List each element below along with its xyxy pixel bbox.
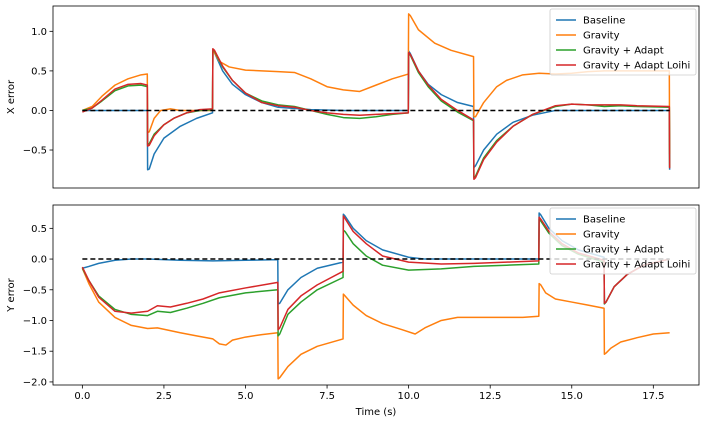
x-tick-label: 12.5 [479, 391, 501, 402]
axes-frame [52, 5, 700, 189]
y-tick-label: 1.0 [31, 27, 47, 38]
legend-entry: Gravity [583, 31, 620, 42]
legend: Baseline Gravity Gravity + Adapt Gravity + … [549, 8, 697, 76]
y-axis-label: X error [6, 79, 17, 114]
series-line-gravity [81, 267, 670, 380]
legend-box [549, 8, 697, 76]
x-tick-label: 2.5 [156, 391, 172, 402]
y-tick-label: −1.0 [23, 316, 47, 327]
legend-box [549, 207, 697, 275]
legend-entry: Gravity + Adapt Loihi [583, 260, 690, 271]
x-tick-label: 0.0 [74, 391, 90, 402]
series-line-baseline [82, 50, 671, 171]
y-tick-label: −1.5 [23, 347, 47, 358]
x-tick-label: 15.0 [561, 391, 583, 402]
legend-entry: Gravity + Adapt Loihi [583, 61, 690, 72]
x-tick-label: 5.0 [238, 391, 254, 402]
y-tick-label: 0.0 [31, 255, 47, 266]
x-axis-label: Time (s) [355, 407, 397, 418]
legend: Baseline Gravity Gravity + Adapt Gravity + … [549, 207, 697, 275]
y-tick-label: −0.5 [23, 285, 47, 296]
y-tick-label: 0.5 [31, 66, 47, 77]
y-tick-label: −0.5 [23, 146, 47, 157]
chart-panel-2: −2.0 −1.5 −1.0 −0.5 0.0 0.5 0.0 2.5 5.0 7.5 10.0 12… [6, 204, 700, 418]
plot-area [82, 13, 671, 181]
x-tick-label: 10.0 [397, 391, 419, 402]
series-line-gravity-adapt-loihi [82, 47, 671, 181]
series-line-gravity [82, 13, 671, 154]
x-tick-label: 17.5 [642, 391, 664, 402]
legend-entry: Gravity [583, 230, 620, 241]
legend-entry: Gravity + Adapt [583, 245, 664, 256]
legend-entry: Baseline [583, 215, 625, 226]
x-tick-label: 7.5 [319, 391, 335, 402]
legend-entry: Gravity + Adapt [583, 46, 664, 57]
y-tick-label: −2.0 [23, 377, 47, 388]
y-tick-label: 0.0 [31, 106, 47, 117]
y-axis-label: Y error [6, 277, 17, 312]
chart-panel-1: −0.5 0.0 0.5 1.0 X error Baseline Gravity Gravi… [6, 5, 700, 189]
axes-frame [52, 204, 700, 386]
legend-entry: Baseline [583, 16, 625, 27]
y-tick-label: 0.5 [31, 224, 47, 235]
